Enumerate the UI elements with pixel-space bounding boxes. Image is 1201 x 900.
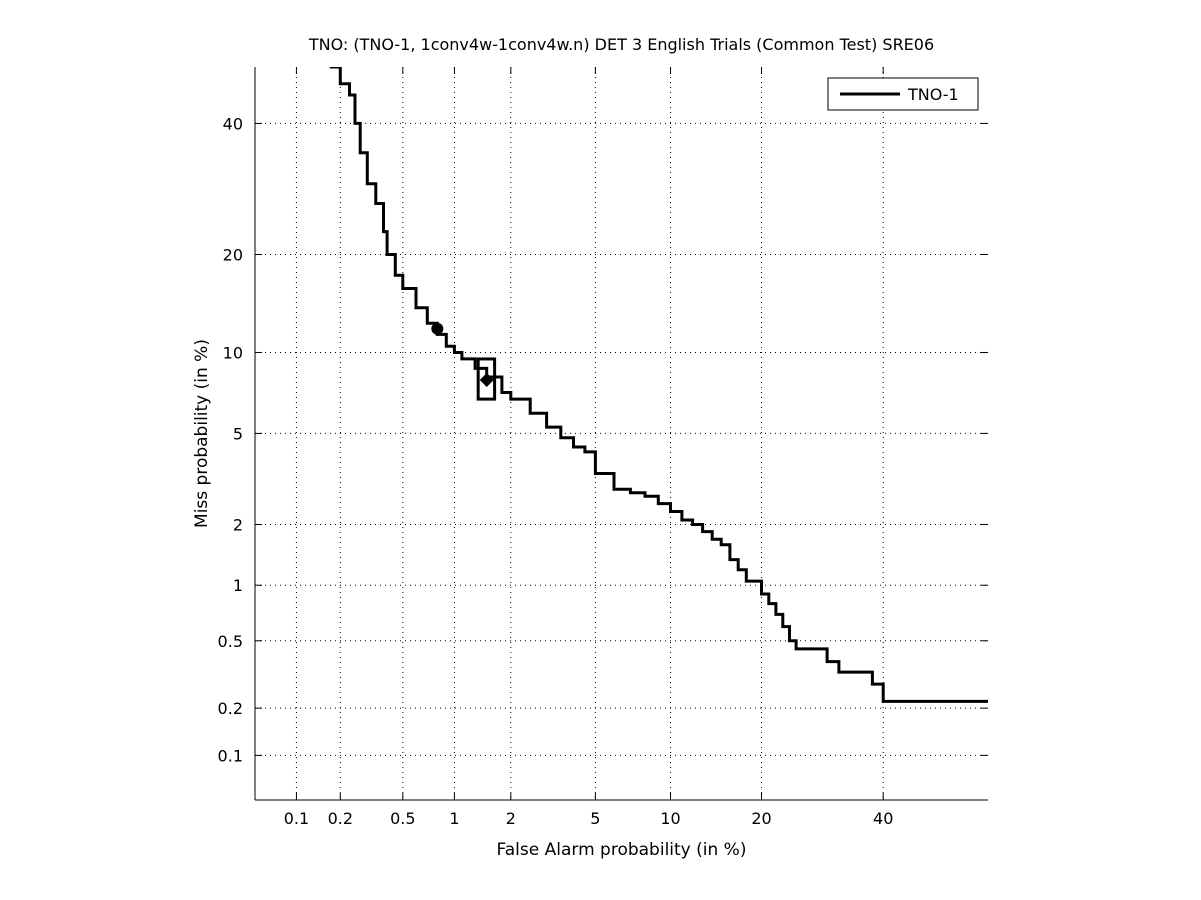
marker-rectangle [476,357,497,401]
y-tick-label: 40 [223,114,243,133]
axes [254,67,988,801]
x-axis-label: False Alarm probability (in %) [497,840,747,860]
y-tick-label: 0.5 [218,632,243,651]
series-line-tno-1 [329,67,988,703]
chart-title: TNO: (TNO-1, 1conv4w-1conv4w.n) DET 3 En… [308,35,934,54]
x-tick-label: 0.5 [390,809,415,828]
series-layer [329,67,988,703]
marker-diamond [479,372,494,387]
marker-layer [431,322,497,401]
x-tick-label: 40 [873,809,893,828]
marker-circle [431,322,444,335]
y-tick-label: 0.2 [218,699,243,718]
x-tick-label: 0.2 [328,809,353,828]
y-tick-label: 20 [223,245,243,264]
tick-labels: 0.1 0.2 0.5 1 2 5 10 20 40 0.1 0.2 0.5 1 2 5 10 20 40 [218,114,894,828]
y-tick-label: 1 [233,576,243,595]
x-tick-label: 2 [506,809,516,828]
x-tick-label: 1 [449,809,459,828]
x-tick-label: 10 [660,809,680,828]
y-tick-label: 2 [233,515,243,534]
x-tick-label: 0.1 [284,809,309,828]
y-tick-label: 5 [233,424,243,443]
y-tick-label: 0.1 [218,746,243,765]
grid-lines [255,67,988,800]
x-tick-label: 5 [590,809,600,828]
legend: TNO-1 [827,77,979,111]
y-axis-label: Miss probability (in %) [192,339,212,528]
y-tick-label: 10 [223,343,243,362]
x-tick-label: 20 [751,809,771,828]
legend-label-tno-1: TNO-1 [907,85,959,104]
